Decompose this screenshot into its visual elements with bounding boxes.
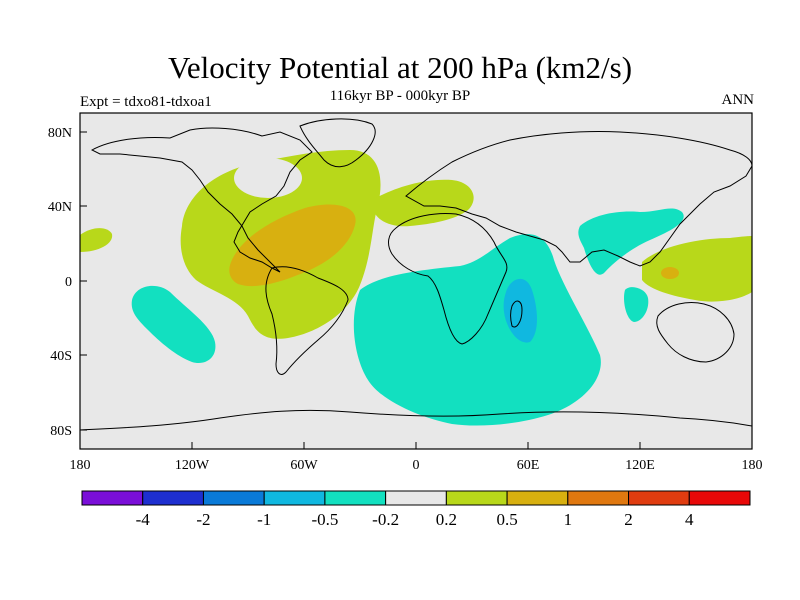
map-panel xyxy=(80,113,752,449)
colorbar-label: -1 xyxy=(257,510,271,529)
strong-positive-region-west-pacific xyxy=(661,267,679,279)
lon-tick-label: 180 xyxy=(70,458,91,473)
colorbar-swatch xyxy=(445,490,508,506)
coastline-australia xyxy=(656,302,735,363)
strong-positive-region-caribbean xyxy=(229,204,356,287)
plot-title: Velocity Potential at 200 hPa (km2/s) xyxy=(167,50,633,85)
plot-subtitle: 116kyr BP - 000kyr BP xyxy=(329,88,471,104)
coastline-greenland xyxy=(299,118,376,168)
colorbar-label: 0.2 xyxy=(436,510,457,529)
colorbar-swatch xyxy=(628,490,690,506)
colorbar-swatch xyxy=(263,490,326,506)
colorbar-swatch xyxy=(567,490,630,506)
season-label: ANN xyxy=(721,92,755,108)
lat-tick-label: 40N xyxy=(48,200,72,215)
coastline-antarctica xyxy=(80,409,752,431)
colorbar: -4 -2 -1 -0.5 -0.2 0.2 0.5 1 2 4 xyxy=(81,490,751,529)
colorbar-label: 2 xyxy=(624,510,633,529)
negative-region-maritime-continent xyxy=(624,287,649,322)
lat-tick-label: 80S xyxy=(50,424,72,439)
lon-tick-label: 60W xyxy=(290,458,318,473)
coastline-madagascar xyxy=(510,300,523,328)
neutral-gap-north-america xyxy=(234,158,302,198)
colorbar-swatch xyxy=(202,490,265,506)
colorbar-swatch xyxy=(506,490,569,506)
experiment-label: Expt = tdxo81-tdxoa1 xyxy=(80,94,212,110)
coastlines xyxy=(80,118,752,431)
coastline-africa xyxy=(388,213,508,345)
colorbar-swatch xyxy=(81,490,144,506)
coastline-north-america xyxy=(90,127,313,273)
colorbar-swatch xyxy=(324,490,387,506)
colorbar-label: 1 xyxy=(564,510,573,529)
positive-region-east-pacific xyxy=(80,228,113,252)
positive-region-west-pacific xyxy=(642,236,752,302)
coastline-south-america xyxy=(265,266,349,375)
longitude-axis: 180 120W 60W 0 60E 120E 180 xyxy=(70,442,763,473)
latitude-axis: 80N 40N 0 40S 80S xyxy=(48,126,87,439)
lat-tick-label: 80N xyxy=(48,126,72,141)
colorbar-swatch xyxy=(385,490,447,506)
colorbar-swatch xyxy=(142,490,204,506)
lon-tick-label: 60E xyxy=(517,458,540,473)
lon-tick-label: 180 xyxy=(742,458,763,473)
lon-tick-label: 120E xyxy=(625,458,655,473)
positive-region-europe-atlantic xyxy=(371,179,474,227)
lat-tick-label: 0 xyxy=(65,275,72,290)
lat-tick-label: 40S xyxy=(50,349,72,364)
colorbar-label: 4 xyxy=(685,510,694,529)
colorbar-label: -2 xyxy=(196,510,210,529)
colorbar-swatch xyxy=(688,490,751,506)
lon-tick-label: 120W xyxy=(175,458,210,473)
negative-region-south-pacific xyxy=(131,285,216,364)
colorbar-label: -0.2 xyxy=(372,510,399,529)
colorbar-label: -4 xyxy=(136,510,151,529)
colorbar-label: -0.5 xyxy=(311,510,338,529)
coastline-eurasia xyxy=(405,130,752,267)
colorbar-label: 0.5 xyxy=(496,510,517,529)
lon-tick-label: 0 xyxy=(413,458,420,473)
negative-region-east-asia xyxy=(578,208,684,275)
negative-region-indian-ocean xyxy=(353,234,601,426)
